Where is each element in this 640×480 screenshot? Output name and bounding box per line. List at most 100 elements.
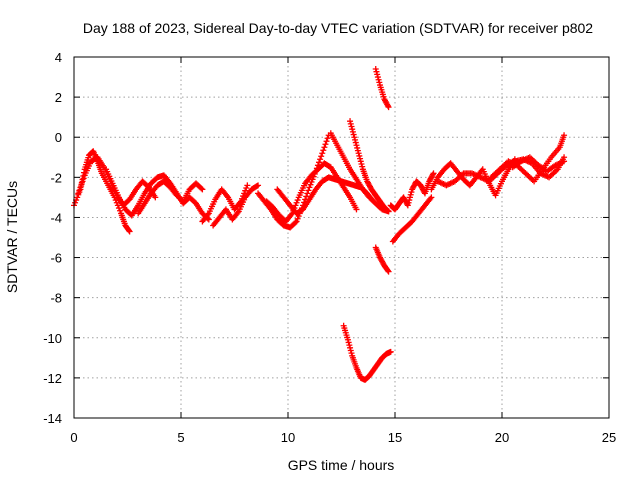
data-point	[74, 194, 81, 201]
data-point	[561, 132, 568, 139]
data-point	[357, 155, 364, 162]
data-point	[376, 79, 383, 86]
data-point	[384, 267, 391, 274]
data-point	[204, 211, 211, 218]
data-point	[294, 197, 301, 204]
data-point	[349, 126, 356, 133]
data-point	[354, 144, 361, 151]
data-point	[199, 186, 206, 193]
data-point	[255, 182, 262, 189]
plot-frame	[73, 56, 610, 419]
data-point	[288, 211, 295, 218]
data-point	[234, 209, 241, 216]
data-point	[319, 150, 326, 157]
data-point	[353, 142, 360, 149]
data-point	[358, 160, 365, 167]
axis-ticks	[73, 56, 610, 419]
data-point	[387, 348, 394, 355]
data-point	[385, 268, 392, 275]
data-point	[351, 134, 358, 141]
data-point	[79, 178, 86, 185]
data-point	[429, 171, 436, 178]
data-point	[561, 158, 568, 165]
data-point	[405, 199, 412, 206]
data-point	[253, 183, 260, 190]
data-point	[348, 350, 355, 357]
data-point	[224, 193, 231, 200]
data-point	[345, 339, 352, 346]
data-point	[347, 118, 354, 125]
data-point	[323, 138, 330, 145]
data-point	[374, 74, 381, 81]
data-point	[352, 136, 359, 143]
data-point	[243, 185, 250, 192]
data-point	[114, 202, 121, 209]
data-point	[294, 215, 301, 222]
data-point	[113, 199, 120, 206]
data-point	[357, 158, 364, 165]
data-point	[324, 135, 331, 142]
data-point	[117, 207, 124, 214]
data-point	[353, 206, 360, 213]
data-point	[322, 141, 329, 148]
data-point	[359, 163, 366, 170]
data-point	[404, 202, 411, 209]
data-point	[356, 152, 363, 159]
data-point	[373, 68, 380, 75]
x-tick-label: 15	[388, 430, 402, 445]
x-tick-label: 25	[602, 430, 616, 445]
data-point	[347, 120, 354, 127]
x-axis-label: GPS time / hours	[288, 457, 395, 473]
data-point	[384, 207, 391, 214]
data-point	[77, 184, 84, 191]
y-tick-label: -8	[50, 291, 62, 306]
y-tick-label: 0	[55, 130, 62, 145]
data-point	[406, 194, 413, 201]
data-point	[75, 190, 82, 197]
data-point	[347, 344, 354, 351]
x-tick-label: 5	[177, 430, 184, 445]
data-point	[352, 139, 359, 146]
data-point	[385, 208, 392, 215]
data-point	[348, 123, 355, 130]
data-point	[347, 347, 354, 354]
data-point	[375, 76, 382, 83]
data-point	[350, 131, 357, 138]
data-point	[305, 187, 312, 194]
data-point	[430, 170, 437, 177]
data-point	[78, 181, 85, 188]
data-point	[244, 182, 251, 189]
data-point	[321, 144, 328, 151]
data-point	[303, 193, 310, 200]
data-point	[293, 199, 300, 206]
data-point	[126, 228, 133, 235]
data-point	[304, 190, 311, 197]
y-tick-label: 4	[55, 50, 62, 65]
data-point	[292, 219, 299, 226]
data-point	[307, 181, 314, 188]
data-point	[306, 184, 313, 191]
data-point	[428, 194, 435, 201]
grid-lines	[74, 57, 609, 418]
x-tick-label: 20	[495, 430, 509, 445]
data-points	[71, 66, 568, 383]
data-point	[408, 189, 415, 196]
data-point	[308, 179, 315, 186]
x-tick-label: 0	[70, 430, 77, 445]
y-tick-label: -14	[43, 411, 62, 426]
y-tick-label: -4	[50, 210, 62, 225]
data-point	[355, 150, 362, 157]
data-point	[242, 187, 249, 194]
x-tick-labels: 0 5 10 15 20 25	[70, 430, 616, 445]
data-point	[318, 153, 325, 160]
chart-title: Day 188 of 2023, Sidereal Day-to-day VTE…	[83, 20, 593, 36]
data-point	[320, 147, 327, 154]
data-point	[316, 159, 323, 166]
data-point	[384, 102, 391, 109]
data-point	[198, 185, 205, 192]
data-point	[385, 104, 392, 111]
data-point	[349, 128, 356, 135]
x-tick-label: 10	[281, 430, 295, 445]
data-point	[125, 227, 132, 234]
